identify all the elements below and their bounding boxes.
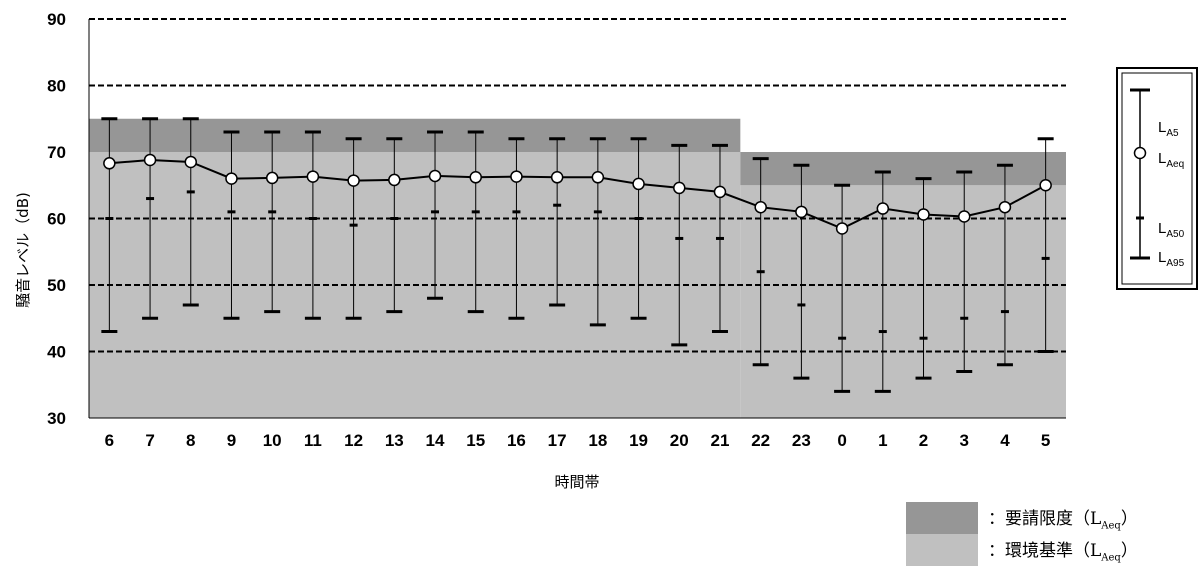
x-tick-14: 14 bbox=[426, 431, 445, 450]
x-tick-19: 19 bbox=[629, 431, 648, 450]
x-tick-15: 15 bbox=[466, 431, 485, 450]
x-tick-2: 2 bbox=[919, 431, 928, 450]
legend-label: LA95 bbox=[1158, 249, 1185, 269]
band-legend-label: ：要請限度（LAeq） bbox=[988, 509, 1138, 532]
y-tick-labels: 30 40 50 60 70 80 90 bbox=[47, 10, 66, 428]
y-tick-30: 30 bbox=[47, 409, 66, 428]
laeq-point bbox=[1039, 179, 1052, 192]
y-tick-70: 70 bbox=[47, 143, 66, 162]
x-tick-16: 16 bbox=[507, 431, 526, 450]
laeq-point bbox=[347, 174, 360, 187]
gridlines bbox=[89, 18, 1066, 353]
request-limit-band-day bbox=[89, 118, 741, 152]
legend-laeq-marker bbox=[1133, 146, 1147, 160]
band-legend-label: ：環境基準（LAeq） bbox=[988, 541, 1138, 564]
x-tick-8: 8 bbox=[186, 431, 195, 450]
x-tick-1: 1 bbox=[878, 431, 887, 450]
laeq-series bbox=[103, 153, 1052, 235]
laeq-point bbox=[673, 181, 686, 195]
x-tick-21: 21 bbox=[711, 431, 730, 450]
laeq-point bbox=[795, 205, 808, 219]
laeq-point bbox=[225, 172, 238, 185]
x-tick-6: 6 bbox=[105, 431, 114, 450]
y-tick-60: 60 bbox=[47, 210, 66, 229]
laeq-point bbox=[103, 157, 116, 170]
y-tick-90: 90 bbox=[47, 10, 66, 29]
legend-label: LAeq bbox=[1158, 150, 1184, 170]
laeq-point bbox=[143, 153, 157, 167]
x-tick-9: 9 bbox=[227, 431, 236, 450]
laeq-point bbox=[510, 170, 523, 183]
x-tick-22: 22 bbox=[751, 431, 770, 450]
legend-label: LA50 bbox=[1158, 220, 1185, 240]
band-legend: ：要請限度（LAeq） ：環境基準（LAeq） bbox=[906, 502, 1201, 566]
laeq-point bbox=[428, 169, 442, 183]
band-legend-swatch bbox=[906, 502, 978, 534]
x-tick-12: 12 bbox=[344, 431, 363, 450]
band-legend-swatch bbox=[906, 534, 978, 566]
x-tick-18: 18 bbox=[588, 431, 607, 450]
x-tick-3: 3 bbox=[959, 431, 968, 450]
standard-bands bbox=[89, 118, 1066, 418]
laeq-point bbox=[957, 210, 971, 223]
laeq-point bbox=[835, 222, 849, 235]
laeq-point bbox=[184, 155, 198, 169]
laeq-point bbox=[265, 171, 279, 185]
band-legend-item: ：要請限度（LAeq） bbox=[906, 502, 1201, 534]
laeq-point bbox=[306, 170, 320, 183]
x-tick-4: 4 bbox=[1000, 431, 1010, 450]
legend-label: LA5 bbox=[1158, 119, 1179, 139]
laeq-point bbox=[388, 173, 401, 187]
x-tick-10: 10 bbox=[263, 431, 282, 450]
x-tick-labels: 6 7 8 9 10 11 12 13 14 15 16 17 18 19 20 21 22 23 0 1 2 3 4 5 bbox=[105, 431, 1051, 450]
x-tick-20: 20 bbox=[670, 431, 689, 450]
y-tick-50: 50 bbox=[47, 276, 66, 295]
laeq-point bbox=[998, 200, 1012, 214]
band-legend-item: ：環境基準（LAeq） bbox=[906, 534, 1201, 566]
y-tick-40: 40 bbox=[47, 343, 66, 362]
x-tick-23: 23 bbox=[792, 431, 811, 450]
laeq-point bbox=[876, 202, 890, 215]
percentile-range-bars bbox=[101, 117, 1054, 393]
laeq-point bbox=[550, 171, 564, 184]
x-tick-5: 5 bbox=[1041, 431, 1050, 450]
x-tick-13: 13 bbox=[385, 431, 404, 450]
y-axis-title: 騒音レベル（dB) bbox=[14, 192, 32, 308]
laeq-line bbox=[109, 158, 1047, 230]
x-axis-title: 時間帯 bbox=[554, 473, 599, 491]
laeq-point bbox=[917, 208, 930, 221]
x-tick-7: 7 bbox=[145, 431, 154, 450]
env-standard-band-night bbox=[740, 185, 1066, 418]
x-tick-17: 17 bbox=[548, 431, 567, 450]
laeq-point bbox=[632, 177, 645, 191]
marker-legend: LA5 LAeq LA50 LA95 bbox=[1116, 67, 1198, 290]
y-tick-80: 80 bbox=[47, 77, 66, 96]
x-tick-11: 11 bbox=[304, 431, 322, 450]
x-tick-0: 0 bbox=[837, 431, 846, 450]
laeq-point bbox=[754, 200, 767, 214]
laeq-point bbox=[713, 185, 727, 199]
legend-frame-outer bbox=[1116, 67, 1198, 290]
laeq-point bbox=[591, 171, 605, 184]
legend-frame-inner bbox=[1121, 72, 1193, 285]
laeq-point bbox=[469, 171, 482, 184]
request-limit-band-night bbox=[740, 152, 1066, 186]
